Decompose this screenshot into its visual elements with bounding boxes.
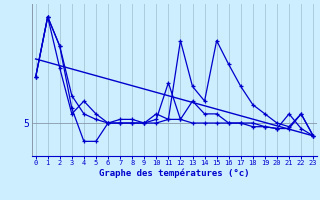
X-axis label: Graphe des températures (°c): Graphe des températures (°c)	[99, 169, 250, 178]
